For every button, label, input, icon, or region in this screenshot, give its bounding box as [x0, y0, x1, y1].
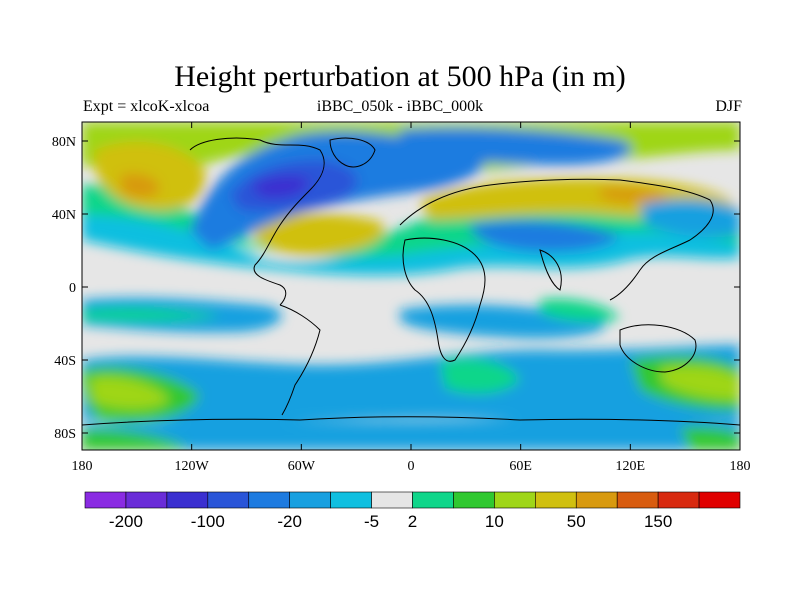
contour-sh-cyan-band — [82, 345, 740, 423]
colorbar-swatch — [166, 491, 209, 509]
contour-eq-green — [82, 307, 220, 322]
contour-east-asia-negative — [640, 199, 740, 237]
contour-antarctic-green — [82, 429, 190, 450]
colorbar-label: -5 — [364, 512, 379, 531]
season-label: DJF — [715, 98, 742, 115]
contour-pacific-orange — [120, 173, 160, 198]
coastline-south-america — [279, 304, 321, 416]
colorbar-swatch — [330, 491, 372, 509]
contour-sh-yellow-pacific — [90, 376, 170, 410]
colorbar-swatch — [289, 491, 331, 509]
lat-label: 0 — [69, 281, 76, 296]
colorbar-swatch — [494, 491, 536, 509]
colorbar-swatch — [84, 491, 127, 509]
coastline-australia — [619, 324, 697, 373]
contour-antarctic-green-east — [680, 427, 740, 450]
contour-sh-yellow-aus — [660, 365, 740, 400]
lat-label: 40S — [54, 354, 76, 369]
colorbar-swatch — [575, 491, 618, 509]
contour-midlat-negative — [470, 220, 620, 252]
contour-atlantic-yellow — [250, 213, 385, 256]
colorbar-label: 10 — [485, 512, 504, 531]
colorbar-swatch — [616, 491, 659, 509]
colorbar-swatch — [412, 491, 454, 509]
axis-labels: 80N 40N 0 40S 80S 180 120W 60W 0 60E 120E 180 — [52, 135, 751, 474]
colorbar-swatch — [657, 491, 700, 509]
contour-indian-green — [540, 298, 620, 322]
coastline-africa — [402, 237, 486, 362]
colorbar-label: -100 — [191, 512, 225, 531]
lon-label: 60W — [288, 459, 316, 474]
lat-label: 80S — [54, 427, 76, 442]
contour-na-negative-core — [250, 175, 310, 198]
coastline-north-america — [189, 137, 325, 306]
lon-label: 180 — [730, 459, 751, 474]
colorbar-swatch — [371, 491, 413, 509]
colorbar-swatch — [453, 491, 495, 509]
contour-eurasia-orange — [600, 187, 670, 204]
lon-label: 60E — [509, 459, 532, 474]
contour-sh-green-indian — [440, 358, 520, 394]
lon-label: 120E — [616, 459, 646, 474]
coastline-india — [539, 249, 562, 291]
coastline-antarctica — [82, 416, 740, 426]
lon-label: 0 — [408, 459, 415, 474]
coastlines — [82, 137, 740, 426]
colorbar-swatch — [248, 491, 290, 509]
lat-label: 80N — [52, 135, 76, 150]
contour-field — [82, 122, 740, 450]
coastline-greenland — [329, 137, 376, 168]
colorbar-label: -20 — [277, 512, 302, 531]
colorbar-swatch — [207, 491, 250, 509]
contour-antarctic-cyan — [82, 419, 740, 450]
contour-pacific-yellow — [94, 141, 206, 211]
comparison-label: iBBC_050k - iBBC_000k — [316, 98, 484, 115]
page-title: Height perturbation at 500 hPa (in m) — [174, 60, 626, 93]
colorbar-swatch — [698, 491, 741, 509]
colorbar-label: -200 — [109, 512, 143, 531]
colorbar-swatch — [535, 491, 577, 509]
colorbar: -200 -100 -20 -5 2 10 50 150 — [84, 491, 741, 531]
axis-ticks — [81, 122, 741, 450]
lat-label: 40N — [52, 208, 76, 223]
lon-label: 120W — [175, 459, 210, 474]
colorbar-label: 150 — [644, 512, 672, 531]
coastline-eurasia — [399, 178, 714, 301]
colorbar-swatch — [125, 491, 168, 509]
experiment-label: Expt = xlcoK-xlcoa — [83, 98, 210, 115]
colorbar-label: 50 — [567, 512, 586, 531]
colorbar-label: 2 — [408, 512, 417, 531]
lon-label: 180 — [72, 459, 93, 474]
contour-siberia-negative — [400, 128, 632, 165]
